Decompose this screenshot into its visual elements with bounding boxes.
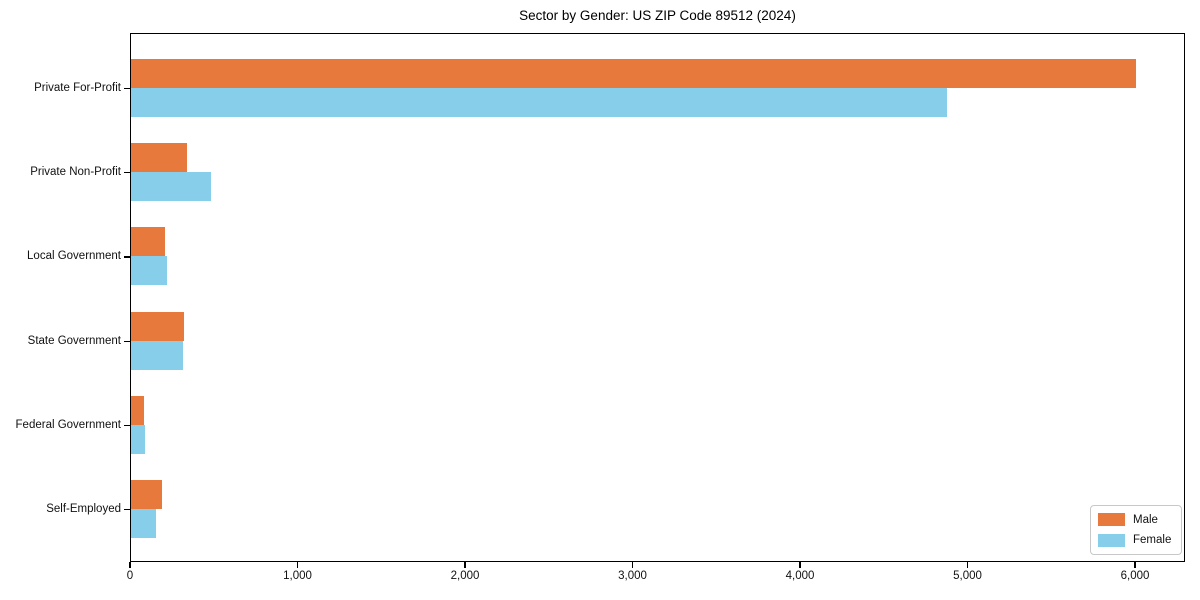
bar-male-1 [131,59,1136,88]
x-axis-tick [799,562,801,568]
chart-title: Sector by Gender: US ZIP Code 89512 (202… [519,8,796,23]
y-axis-tick [124,509,130,511]
x-axis-tick [966,562,969,568]
x-tick-label: 3,000 [618,570,647,582]
y-axis-tick [124,424,130,426]
x-axis-tick [296,562,299,568]
x-tick-label: 4,000 [785,570,815,582]
y-tick-label: Private For-Profit [34,82,121,94]
x-axis-tick [464,562,466,568]
bar-female-5 [131,424,145,454]
legend-item-male: Male [1098,513,1181,527]
male-color-swatch [1098,513,1125,527]
bar-male-4 [131,311,184,341]
y-axis-tick [124,172,130,174]
female-color-swatch [1098,533,1125,547]
y-axis-tick [124,256,130,258]
y-tick-label: Local Government [27,250,121,263]
y-tick-label: Self-Employed [46,503,121,515]
x-axis-tick [129,562,131,568]
bar-female-6 [131,509,156,538]
bar-male-5 [131,395,144,425]
x-tick-label: 0 [126,570,134,582]
legend-label-male: Male [1133,513,1158,526]
x-tick-label: 6,000 [1120,570,1150,582]
x-tick-label: 5,000 [953,570,982,582]
x-tick-label: 1,000 [283,570,312,582]
legend-label-female: Female [1133,534,1172,547]
x-axis-tick [1134,562,1136,568]
bar-male-2 [131,143,187,173]
y-tick-label: State Government [27,334,121,347]
legend: Male Female [1090,505,1182,555]
plot-area [130,33,1185,562]
y-tick-label: Federal Government [15,418,121,431]
bar-female-1 [131,88,947,117]
bar-female-2 [131,172,211,202]
y-axis-tick [124,340,130,342]
bar-male-3 [131,227,165,257]
y-axis-tick [124,88,130,90]
x-axis-tick [631,562,634,568]
bar-male-6 [131,480,162,509]
bar-female-3 [131,256,167,286]
y-tick-label: Private Non-Profit [30,166,121,179]
legend-item-female: Female [1098,533,1181,547]
x-tick-label: 2,000 [450,570,480,582]
bar-female-4 [131,340,183,370]
